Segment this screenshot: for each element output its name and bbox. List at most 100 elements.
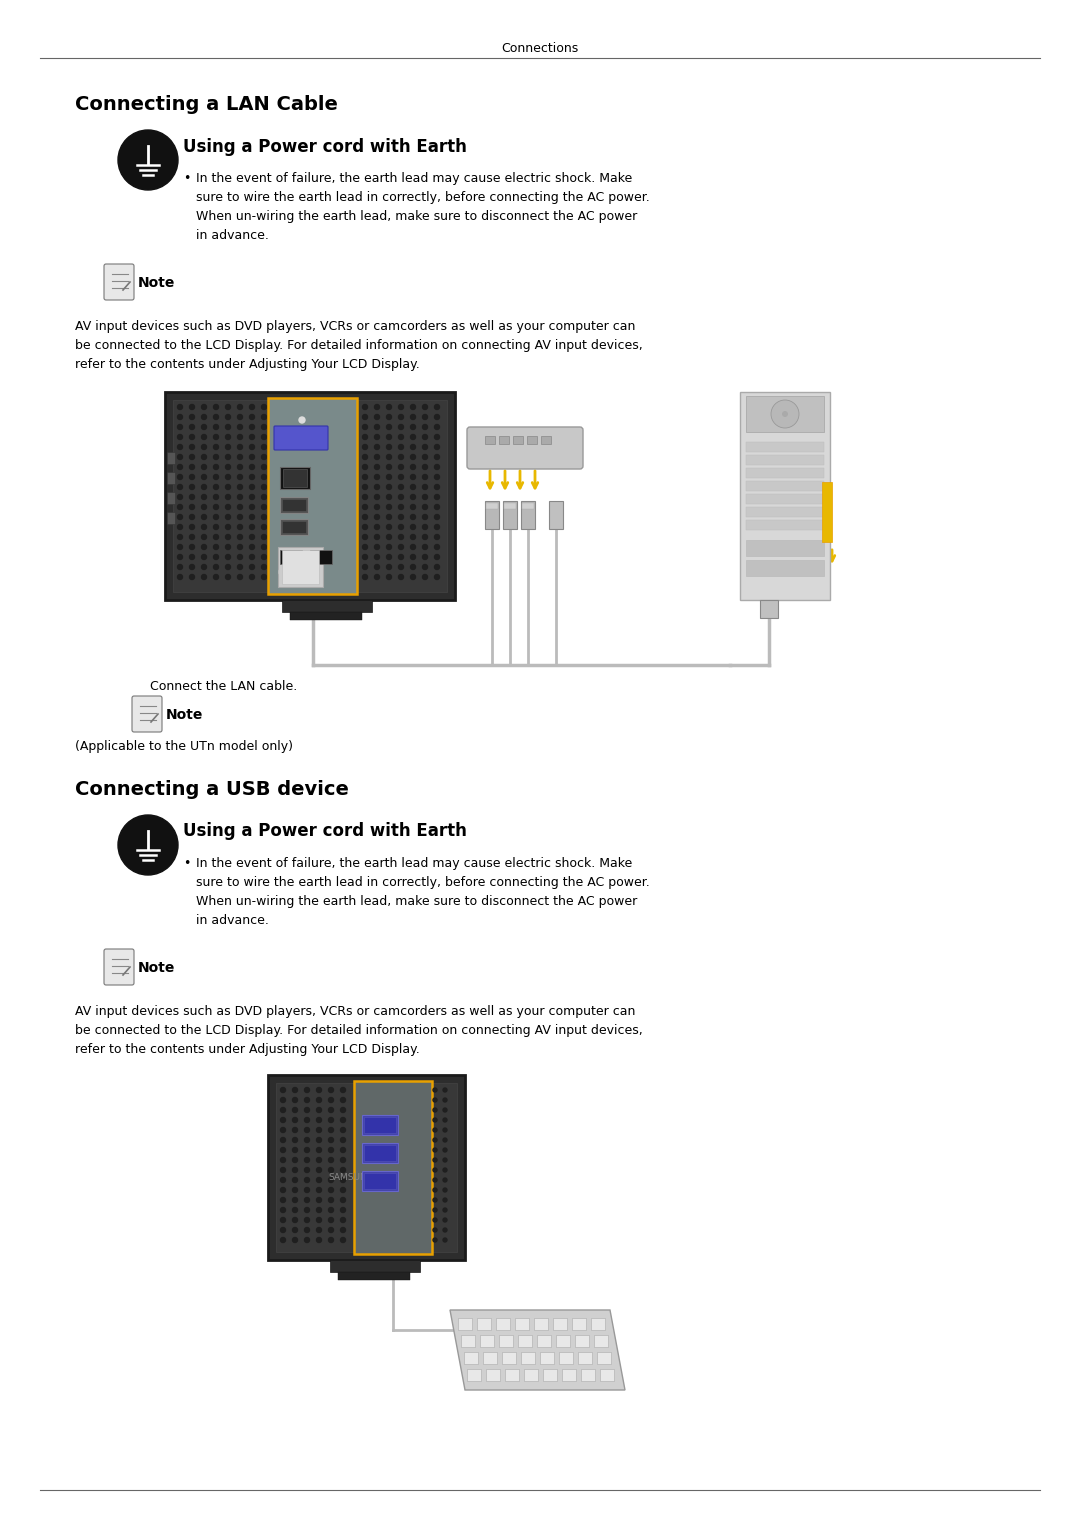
- Circle shape: [771, 400, 799, 428]
- Circle shape: [226, 435, 230, 440]
- Circle shape: [433, 1157, 437, 1162]
- Bar: [291, 612, 362, 620]
- Circle shape: [177, 405, 183, 409]
- Circle shape: [375, 405, 379, 409]
- Circle shape: [375, 534, 379, 539]
- Bar: [822, 483, 832, 542]
- FancyBboxPatch shape: [132, 696, 162, 731]
- Circle shape: [375, 504, 379, 510]
- Bar: [746, 541, 824, 556]
- Circle shape: [214, 504, 218, 510]
- Circle shape: [443, 1089, 447, 1092]
- Circle shape: [443, 1177, 447, 1182]
- Circle shape: [202, 545, 206, 550]
- Circle shape: [249, 475, 255, 479]
- Bar: [540, 1351, 554, 1364]
- Bar: [282, 600, 372, 612]
- Circle shape: [305, 1228, 310, 1232]
- Circle shape: [328, 1138, 334, 1142]
- Circle shape: [249, 414, 255, 420]
- Circle shape: [293, 1208, 297, 1212]
- Circle shape: [399, 545, 404, 550]
- Circle shape: [305, 1138, 310, 1142]
- Circle shape: [305, 1168, 310, 1173]
- Bar: [338, 1272, 410, 1280]
- Circle shape: [238, 565, 243, 570]
- Circle shape: [261, 425, 267, 429]
- Circle shape: [189, 455, 194, 460]
- Bar: [278, 547, 323, 586]
- Text: (Applicable to the UTn model only): (Applicable to the UTn model only): [75, 741, 293, 753]
- Text: AV input devices such as DVD players, VCRs or camcorders as well as your compute: AV input devices such as DVD players, VC…: [75, 321, 635, 333]
- Circle shape: [281, 1217, 285, 1223]
- Circle shape: [202, 574, 206, 580]
- Bar: [464, 1351, 478, 1364]
- Circle shape: [410, 414, 416, 420]
- Circle shape: [214, 405, 218, 409]
- Circle shape: [202, 515, 206, 519]
- Text: When un-wiring the earth lead, make sure to disconnect the AC power: When un-wiring the earth lead, make sure…: [195, 895, 637, 909]
- Circle shape: [387, 565, 391, 570]
- Circle shape: [202, 405, 206, 409]
- Bar: [483, 1351, 497, 1364]
- Circle shape: [422, 464, 428, 469]
- Bar: [167, 512, 175, 524]
- Circle shape: [293, 1107, 297, 1113]
- Circle shape: [363, 444, 367, 449]
- Circle shape: [399, 534, 404, 539]
- Circle shape: [399, 574, 404, 580]
- Circle shape: [189, 475, 194, 479]
- Bar: [543, 1370, 557, 1380]
- Circle shape: [214, 425, 218, 429]
- Bar: [524, 1370, 538, 1380]
- Bar: [496, 1318, 510, 1330]
- Circle shape: [214, 495, 218, 499]
- Circle shape: [281, 1138, 285, 1142]
- Circle shape: [328, 1098, 334, 1102]
- Circle shape: [316, 1118, 322, 1122]
- Circle shape: [238, 414, 243, 420]
- Circle shape: [189, 565, 194, 570]
- Circle shape: [387, 475, 391, 479]
- Circle shape: [293, 1228, 297, 1232]
- Circle shape: [316, 1168, 322, 1173]
- Text: Using a Power cord with Earth: Using a Power cord with Earth: [183, 137, 467, 156]
- Circle shape: [433, 1238, 437, 1241]
- Circle shape: [261, 554, 267, 559]
- Circle shape: [202, 444, 206, 449]
- Bar: [746, 507, 824, 518]
- Bar: [485, 501, 499, 528]
- Circle shape: [293, 1147, 297, 1153]
- Circle shape: [434, 515, 440, 519]
- Bar: [167, 492, 175, 504]
- Circle shape: [226, 515, 230, 519]
- Bar: [581, 1370, 595, 1380]
- Circle shape: [434, 574, 440, 580]
- Circle shape: [226, 414, 230, 420]
- Circle shape: [261, 574, 267, 580]
- Bar: [364, 1145, 396, 1161]
- Circle shape: [202, 484, 206, 490]
- Circle shape: [399, 444, 404, 449]
- Circle shape: [305, 1177, 310, 1182]
- Circle shape: [316, 1127, 322, 1133]
- Circle shape: [293, 1237, 297, 1243]
- Circle shape: [410, 464, 416, 469]
- Circle shape: [340, 1118, 346, 1122]
- Bar: [559, 1351, 573, 1364]
- Bar: [522, 502, 534, 508]
- Circle shape: [434, 524, 440, 530]
- Circle shape: [410, 475, 416, 479]
- Bar: [572, 1318, 586, 1330]
- Circle shape: [249, 405, 255, 409]
- Circle shape: [177, 524, 183, 530]
- Circle shape: [316, 1098, 322, 1102]
- Circle shape: [214, 444, 218, 449]
- Circle shape: [202, 414, 206, 420]
- Circle shape: [422, 515, 428, 519]
- Circle shape: [189, 534, 194, 539]
- Circle shape: [387, 414, 391, 420]
- Circle shape: [387, 484, 391, 490]
- Circle shape: [214, 565, 218, 570]
- Circle shape: [226, 504, 230, 510]
